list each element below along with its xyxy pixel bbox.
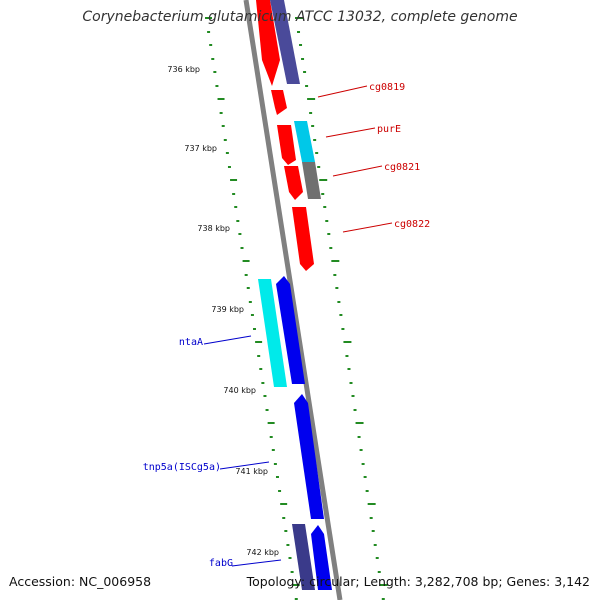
kbp-label: 742 kbp xyxy=(246,548,279,557)
genome-summary: Topology: circular; Length: 3,282,708 bp… xyxy=(246,574,590,589)
genome-backbone xyxy=(243,0,343,600)
label-leader-line xyxy=(219,461,270,470)
gene-arrow[interactable] xyxy=(271,90,287,115)
map-title: Corynebacterium glutamicum ATCC 13032, c… xyxy=(82,9,518,25)
gene-arrow[interactable] xyxy=(258,279,287,387)
gene-arrow[interactable] xyxy=(284,166,303,200)
gene-arrow[interactable] xyxy=(294,394,324,519)
gene-labels: cg0819 purE cg0821 cg0822 ntaA tnp5a(ISCg5a) f… xyxy=(143,82,430,569)
reverse-strand-features xyxy=(256,0,332,590)
kbp-label: 738 kbp xyxy=(197,224,230,233)
gene-label[interactable]: fabG xyxy=(209,558,233,569)
label-leader-line xyxy=(325,127,376,138)
tick-marks-right xyxy=(295,17,388,600)
kbp-labels: 736 kbp 737 kbp 738 kbp 739 kbp 740 kbp 741 k… xyxy=(167,65,279,557)
kbp-label: 739 kbp xyxy=(211,305,244,314)
gene-label[interactable]: purE xyxy=(377,124,401,135)
label-leader-line xyxy=(203,335,252,345)
gene-arrow[interactable] xyxy=(292,207,314,271)
gene-arrow[interactable] xyxy=(256,0,280,86)
gene-arrow[interactable] xyxy=(311,525,332,590)
gene-label[interactable]: cg0819 xyxy=(369,82,405,93)
gene-arrow[interactable] xyxy=(302,162,321,199)
kbp-label: 737 kbp xyxy=(184,144,217,153)
gene-arrow[interactable] xyxy=(276,276,305,384)
gene-arrow[interactable] xyxy=(277,125,296,165)
gene-arrow[interactable] xyxy=(294,121,315,162)
label-leader-line xyxy=(231,559,282,567)
label-leader-line xyxy=(332,165,383,177)
kbp-label: 741 kbp xyxy=(235,467,268,476)
gene-label[interactable]: cg0822 xyxy=(394,219,430,230)
label-leader-line xyxy=(317,85,368,98)
gene-label[interactable]: ntaA xyxy=(179,337,203,348)
gene-arrow[interactable] xyxy=(292,524,315,590)
gene-label[interactable]: tnp5a(ISCg5a) xyxy=(143,462,221,473)
tick-marks-left xyxy=(205,17,300,600)
forward-strand-features xyxy=(270,0,321,199)
accession-text: Accession: NC_006958 xyxy=(9,574,152,589)
label-leader-line xyxy=(342,222,393,233)
gene-arrow[interactable] xyxy=(270,0,300,84)
kbp-label: 736 kbp xyxy=(167,65,200,74)
kbp-label: 740 kbp xyxy=(223,386,256,395)
gene-label[interactable]: cg0821 xyxy=(384,162,420,173)
